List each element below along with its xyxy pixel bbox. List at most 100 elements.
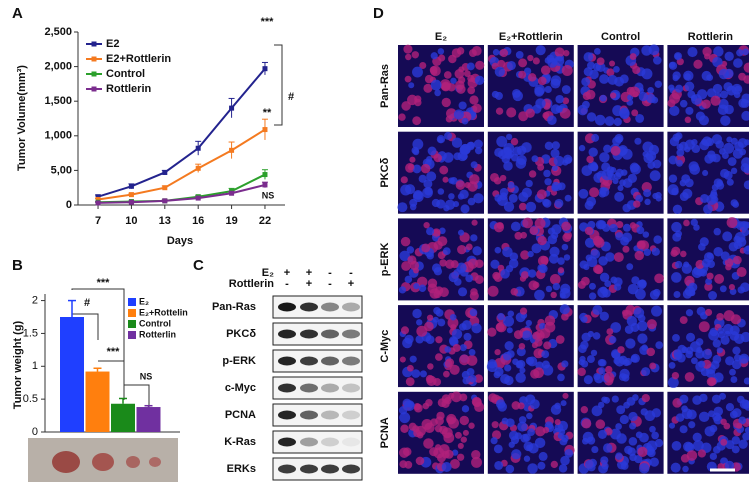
nucleus [702,359,712,369]
nucleus [594,237,605,248]
nucleus [604,116,615,126]
nucleus [407,255,417,265]
nucleus [699,393,708,403]
nucleus [503,351,512,361]
nucleus [559,292,566,299]
nucleus [426,314,434,321]
nucleus [511,401,521,410]
nucleus [633,200,641,208]
nucleus [718,68,730,80]
nucleus [425,398,433,407]
nucleus [702,169,709,177]
legend-label: E2 [106,38,119,50]
blot-band [342,329,360,339]
nucleus [437,48,445,55]
nucleus [462,429,469,436]
nucleus [684,178,694,188]
nucleus [401,261,411,271]
bar [85,371,110,432]
nucleus [631,109,639,117]
nucleus [445,115,453,123]
data-point [195,145,201,151]
y-tick-label: 0 [32,426,38,438]
series-line [97,68,266,198]
micrograph [667,45,749,127]
nucleus [598,367,606,375]
nucleus [466,62,475,71]
y-tick-label: 2 [32,294,38,306]
nucleus [520,433,530,443]
nucleus [652,192,659,200]
nucleus [610,92,617,99]
nucleus [436,199,446,209]
nucleus [558,464,568,473]
nucleus [649,290,660,300]
nucleus [729,331,740,341]
nucleus [529,226,539,235]
nucleus [586,256,598,268]
nucleus [544,321,556,333]
nucleus [716,313,724,321]
legend-swatch [128,320,136,328]
nucleus [679,425,688,434]
nucleus [532,331,541,340]
nucleus [471,45,482,56]
data-point [162,198,168,204]
nucleus [672,398,682,408]
nucleus [433,153,442,163]
nucleus [426,227,435,236]
nucleus [635,431,643,439]
nucleus [637,446,648,457]
micrograph [577,131,664,214]
nucleus [671,272,682,283]
blot-band [321,383,339,393]
nucleus [534,86,545,97]
nucleus [437,136,444,143]
nucleus [525,356,535,365]
nucleus [457,244,467,255]
nucleus [741,157,749,168]
y-tick-label: 2,500 [44,26,72,38]
nucleus [698,321,710,333]
nucleus [461,320,472,331]
legend-swatch [91,41,97,47]
annotation: *** [97,277,111,289]
nucleus [510,221,521,232]
nucleus [413,283,420,290]
nucleus [653,56,662,65]
nucleus [594,114,606,126]
data-point [229,105,235,111]
nucleus [582,91,591,101]
nucleus [613,252,624,263]
nucleus [627,283,639,295]
nucleus [686,409,697,420]
nucleus [679,99,688,108]
nucleus [676,148,685,157]
nucleus [602,443,613,453]
nucleus [515,360,524,369]
x-tick-label: 7 [95,215,101,227]
nucleus [561,221,571,231]
nucleus [542,199,552,208]
blot-band [342,302,360,312]
nucleus [508,193,518,203]
bar [111,403,135,432]
data-point [262,172,268,178]
nucleus [404,460,413,469]
nucleus [527,269,537,278]
nucleus [593,48,601,55]
nucleus [437,188,445,195]
nucleus [412,308,422,319]
nucleus [405,377,415,387]
nucleus [599,152,610,163]
nucleus [607,74,618,85]
nucleus [492,49,500,56]
nucleus [450,391,462,403]
nucleus [513,330,523,340]
nucleus [673,52,683,61]
legend-label: Rottlerin [106,83,152,95]
nucleus [470,161,478,169]
row-label: PKCδ [379,157,391,187]
nucleus [725,403,735,412]
panel-letter: A [12,5,23,22]
